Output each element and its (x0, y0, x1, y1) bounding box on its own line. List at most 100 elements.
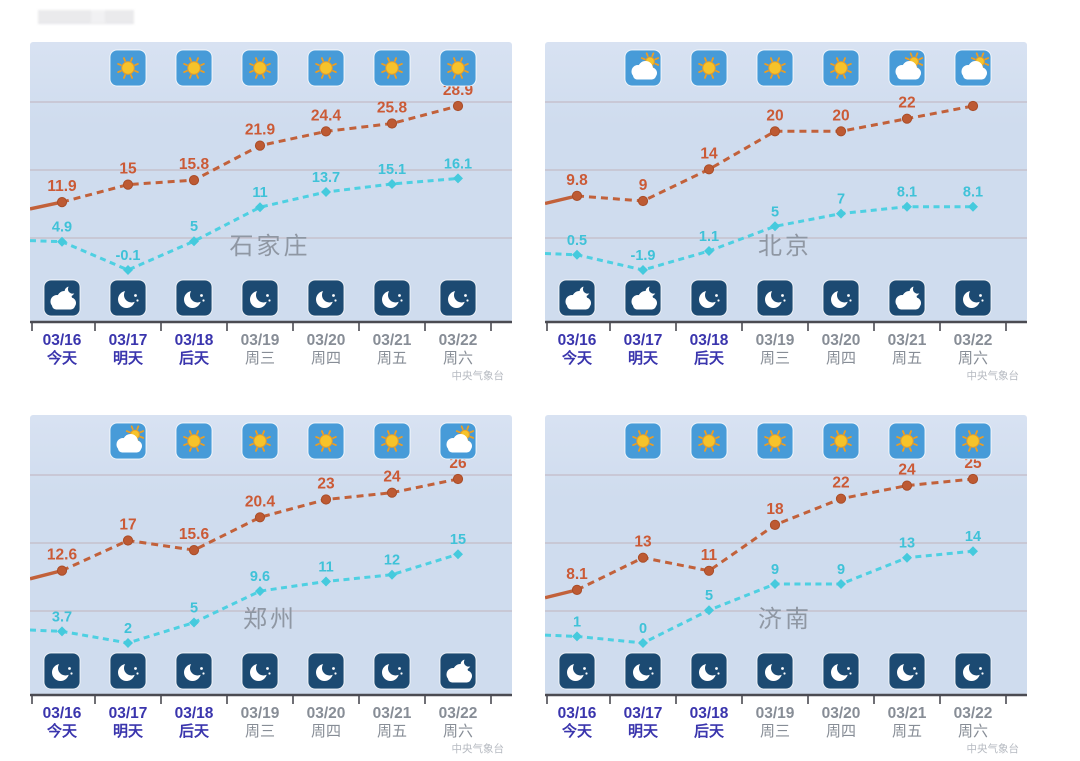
moon-star (202, 672, 205, 675)
moon-cutout (190, 660, 205, 676)
moon-star (715, 667, 718, 670)
high-temp-label: 15.6 (179, 526, 210, 543)
sun-disc (636, 434, 650, 448)
day-label: 明天 (113, 723, 144, 740)
moon-cutout (124, 660, 139, 676)
moon-star (783, 672, 786, 675)
sun-ray (464, 63, 469, 66)
moon-icon (439, 279, 477, 317)
sun-ray (830, 70, 835, 73)
sun-ray (764, 63, 769, 66)
cloud-part (633, 301, 656, 310)
day-label: 周三 (760, 350, 790, 367)
moon-icon (624, 652, 662, 690)
sun-disc (834, 61, 848, 75)
sun-disc (385, 61, 399, 75)
sun-ray (632, 443, 637, 446)
moon-cutout (582, 284, 593, 294)
low-temp-line (545, 205, 973, 272)
sun-ray (453, 57, 456, 62)
low-temp-label: 9 (771, 562, 779, 578)
low-temp-point (902, 201, 912, 212)
sun-disc (966, 434, 980, 448)
sun-icon (756, 422, 794, 460)
high-temp-label: 13 (634, 534, 652, 551)
date-label: 03/20 (822, 332, 861, 349)
high-temp-label: 17 (119, 517, 136, 534)
date-label: 03/17 (109, 705, 148, 722)
moon-icon (888, 652, 926, 690)
high-temp-point (769, 126, 781, 137)
sun-ray (698, 436, 703, 439)
sun-ray (183, 436, 188, 439)
sun-ray (777, 447, 780, 452)
high-temp-label: 8.1 (566, 566, 588, 583)
high-temp-point (386, 118, 398, 129)
day-label: 周六 (443, 350, 473, 367)
sun-ray (200, 63, 205, 66)
sun-disc (319, 434, 333, 448)
sun-ray (398, 70, 403, 73)
sun-ray (134, 70, 139, 73)
sun-ray (715, 436, 720, 439)
sun-ray (189, 57, 192, 62)
sun-ray (332, 70, 337, 73)
low-temp-label: 13.7 (312, 170, 340, 186)
moon-icon (558, 652, 596, 690)
weather-panel-beijing: 北京 9.8 9 14 20 20 22 0.5 -1.9 1.1 5 7 8.1 8.1 03/16 今天 0… (545, 42, 1027, 387)
moon-star (268, 672, 271, 675)
low-temp-point (387, 179, 397, 189)
low-temp-label: 12 (384, 553, 400, 569)
sun-icon (241, 422, 279, 460)
low-temp-label: 16.1 (444, 156, 472, 172)
sun-ray (847, 436, 852, 439)
moon-star (398, 667, 401, 670)
moon-star (651, 672, 654, 675)
cloud-moon-icon (624, 279, 662, 317)
sun-icon (373, 422, 411, 460)
high-temp-line-solid (545, 588, 578, 600)
moon-icon (822, 652, 860, 690)
moon-cutout (771, 660, 786, 676)
low-temp-label: 7 (837, 192, 845, 208)
sun-icon (756, 49, 794, 87)
moon-star (200, 294, 203, 297)
sun-ray (453, 74, 456, 79)
high-temp-point (769, 519, 781, 531)
moon-cutout (256, 287, 271, 303)
low-temp-label: 5 (190, 601, 198, 617)
watermark: 中央气象台 (452, 742, 505, 755)
sun-ray (469, 430, 475, 434)
sun-icon (822, 422, 860, 460)
day-label: 周五 (892, 350, 922, 367)
sun-ray (781, 436, 786, 439)
high-temp-label: 22 (898, 95, 915, 112)
moon-icon (690, 279, 728, 317)
sun-ray (249, 63, 254, 66)
sun-ray (836, 430, 839, 435)
low-temp-point (387, 569, 397, 580)
sun-disc (768, 434, 782, 448)
sun-ray (262, 430, 265, 435)
sun-ray (968, 447, 971, 452)
moon-cutout (388, 287, 403, 303)
day-label: 周四 (311, 350, 341, 367)
moon-icon (109, 279, 147, 317)
sun-ray (649, 443, 654, 446)
low-temp-point (453, 173, 463, 184)
sun-ray (981, 52, 985, 57)
sun-disc (187, 61, 201, 75)
day-label: 后天 (179, 723, 210, 740)
day-label: 周五 (377, 350, 407, 367)
sun-ray (328, 430, 331, 435)
sun-ray (189, 430, 192, 435)
moon-icon (373, 652, 411, 690)
moon-star (717, 672, 720, 675)
day-label: 周五 (892, 723, 922, 740)
sun-ray (711, 74, 714, 79)
sun-ray (770, 447, 773, 452)
watermark: 中央气象台 (967, 369, 1020, 382)
moon-star (585, 672, 588, 675)
sun-ray (645, 52, 649, 57)
sun-ray (266, 63, 271, 66)
